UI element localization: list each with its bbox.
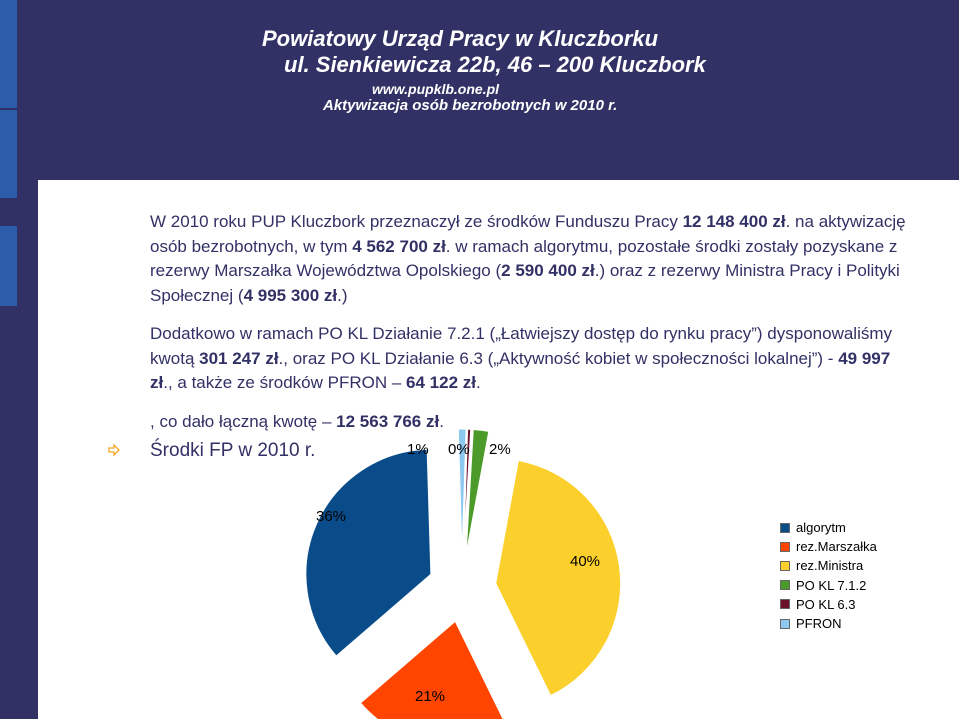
legend-label: PFRON	[796, 616, 842, 632]
pie-label-rez-marszalka: 21%	[415, 688, 446, 705]
text: . na aktywizację osób bezrobotnych, w ty…	[150, 212, 906, 256]
legend-label: PO KL 6.3	[796, 596, 856, 612]
decor-stripe	[0, 226, 17, 306]
legend-swatch	[780, 522, 790, 533]
decor-stripe	[0, 110, 17, 198]
amount: 301 247 zł	[199, 348, 279, 368]
text: W 2010 roku PUP Kluczbork przeznaczył ze…	[150, 212, 683, 231]
paragraph-funding: W 2010 roku PUP Kluczbork przeznaczył ze…	[150, 210, 910, 308]
amount: 12 148 400 zł	[682, 212, 786, 231]
pie-label-po-kl-6-3: 0%	[448, 441, 470, 458]
slide-body: W 2010 roku PUP Kluczbork przeznaczył ze…	[150, 210, 910, 434]
arrow-bullet-icon	[108, 444, 120, 456]
text: Dodatkowo w ramach PO KL Działanie 7.2.1…	[150, 324, 893, 368]
chart-title: Środki FP w 2010 r.	[150, 440, 316, 461]
legend-item: PO KL 6.3	[780, 595, 877, 614]
legend-item: PFRON	[780, 614, 877, 633]
legend-label: PO KL 7.1.2	[796, 577, 867, 593]
legend-item: PO KL 7.1.2	[780, 576, 877, 595]
legend-swatch	[780, 580, 790, 591]
legend-swatch	[780, 618, 790, 629]
text: ., a także ze środków PFRON –	[163, 373, 407, 392]
amount: 4 562 700 zł	[352, 236, 446, 256]
text: , co dało łączną kwotę –	[150, 411, 337, 431]
amount: 12 563 766 zł	[336, 411, 440, 431]
office-name: Powiatowy Urząd Pracy w Kluczborku	[262, 26, 659, 51]
legend-swatch	[780, 560, 790, 571]
legend-swatch	[780, 599, 790, 610]
slide-header: Powiatowy Urząd Pracy w Kluczborku ul. S…	[262, 26, 782, 115]
header-background	[0, 0, 959, 180]
pie-label-pfron: 1%	[407, 441, 429, 458]
amount: 49 997 zł	[150, 348, 891, 393]
text: .	[439, 411, 444, 431]
decor-stripe	[0, 0, 17, 108]
pie-slice-rez-ministra	[495, 459, 622, 697]
legend-label: rez.Ministra	[796, 558, 864, 574]
legend-item: rez.Ministra	[780, 556, 877, 575]
amount: 2 590 400 zł	[501, 261, 595, 280]
text: ., oraz PO KL Działanie 6.3 („Aktywność …	[278, 348, 839, 368]
legend-item: algorytm	[780, 518, 877, 537]
paragraph-total: , co dało łączną kwotę – 12 563 766 zł.	[150, 410, 910, 435]
slide-title: Aktywizacja osób bezrobotnych w 2010 r.	[323, 97, 618, 114]
paragraph-additional: Dodatkowo w ramach PO KL Działanie 7.2.1…	[150, 322, 910, 396]
text: .) oraz z rezerwy Ministra Pracy i Polit…	[150, 261, 900, 305]
text: . w ramach algorytmu, pozostałe środki z…	[150, 236, 898, 281]
legend-label: rez.Marszałka	[796, 539, 877, 555]
chart-legend: algorytm rez.Marszałka rez.Ministra PO K…	[780, 518, 877, 633]
pie-slice-algorytm	[305, 448, 432, 657]
office-website: www.pupklb.one.pl	[372, 81, 500, 97]
text: .)	[337, 285, 348, 305]
pie-label-algorytm: 36%	[316, 508, 347, 525]
legend-item: rez.Marszałka	[780, 537, 877, 556]
amount: 4 995 300 zł	[243, 285, 338, 305]
text: .	[476, 373, 481, 392]
pie-label-po-kl-7-1-2: 2%	[489, 441, 511, 458]
pie-label-rez-ministra: 40%	[570, 553, 601, 570]
office-address: ul. Sienkiewicza 22b, 46 – 200 Kluczbork	[284, 52, 706, 77]
legend-label: algorytm	[796, 520, 846, 536]
amount: 64 122 zł	[406, 373, 476, 392]
legend-swatch	[780, 541, 790, 552]
